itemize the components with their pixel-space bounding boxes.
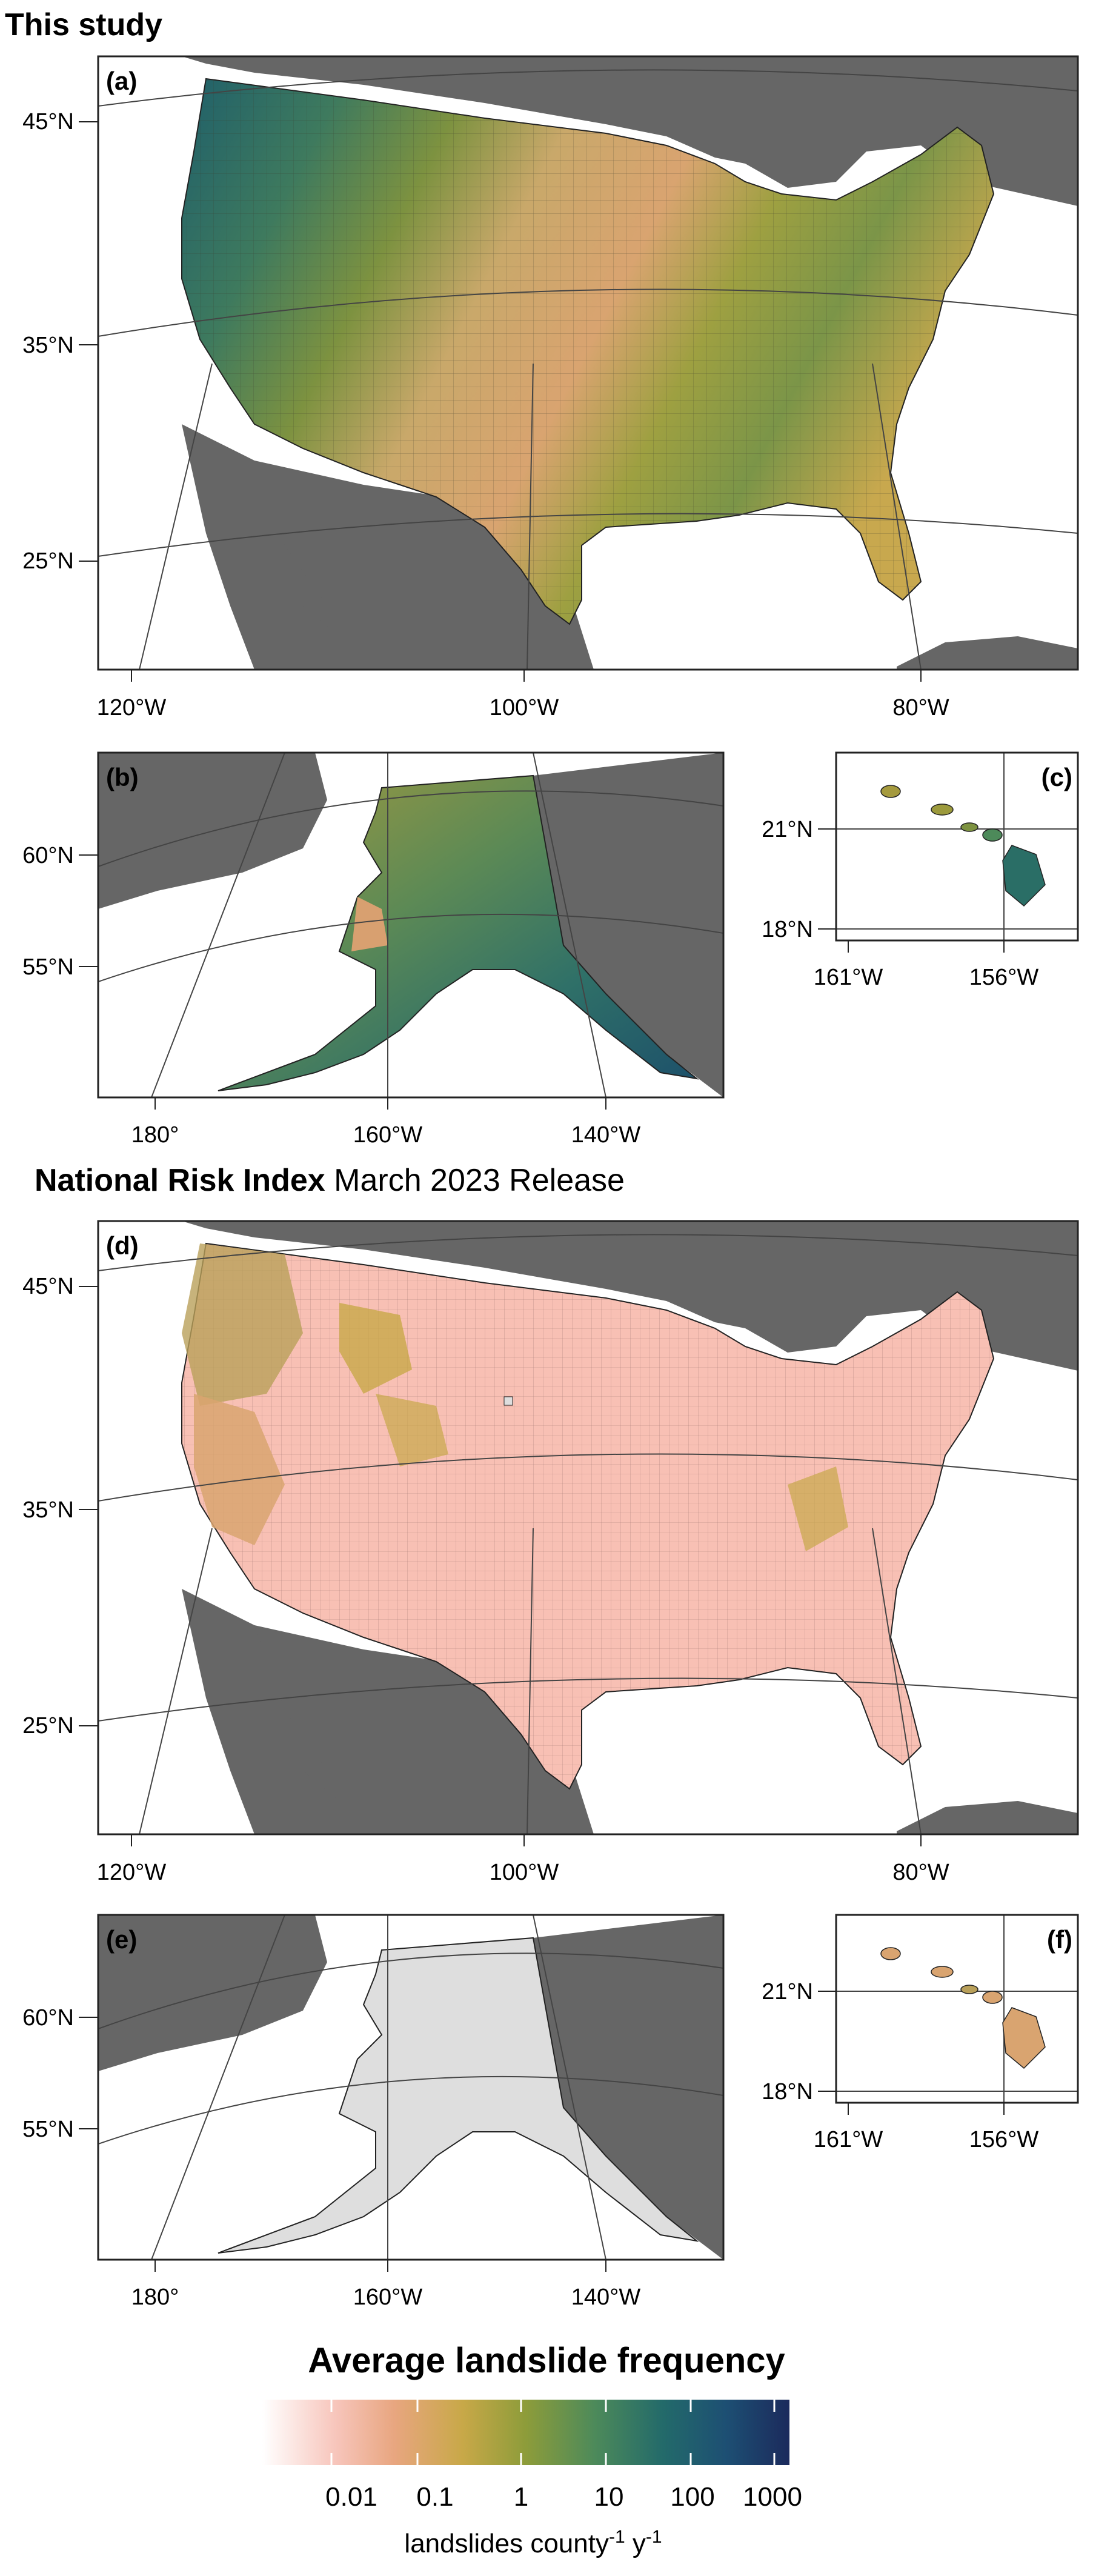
panel-b-lon-tick: 180° [131,1122,179,1148]
canada-landmass [98,1221,1078,1371]
panel-c-lon-tick: 156°W [969,965,1039,990]
panel-b-map: (b) [97,751,725,1099]
panel-a-lon-tick: 120°W [97,695,167,721]
panel-d-label: (d) [106,1231,139,1260]
unit-superscript: -1 [646,2527,662,2547]
panel-b-lon-tick: 160°W [353,1122,423,1148]
mexico-landmass [182,1589,594,1834]
panel-e-lat-tick: 60°N [22,2005,74,2031]
mexico-landmass [182,424,594,670]
legend-tick: 0.1 [416,2482,453,2512]
panel-f-lon-axis: 161°W 156°W [814,2103,1039,2152]
panel-b-lat-axis: 60°N 55°N [22,843,98,980]
panel-a-label: (a) [106,67,137,95]
panel-a-frame [97,55,1079,671]
legend-tick: 10 [594,2482,624,2512]
panel-e-lat-axis: 60°N 55°N [22,2005,98,2142]
panel-e-label: (e) [106,1925,137,1954]
panel-d-lon-tick: 100°W [490,1860,559,1885]
panel-e-lat-tick: 55°N [22,2117,74,2142]
panel-f-label: (f) [1047,1925,1072,1954]
panel-c-lon-tick: 161°W [814,965,883,990]
panel-b-lon-axis: 180° 160°W 140°W [131,1097,641,1148]
panel-c-map: (c) [835,751,1079,942]
panel-e-frame [97,1914,725,2261]
legend-tick: 0.01 [325,2482,377,2512]
panel-d-lon-axis: 120°W 100°W 80°W [97,1834,949,1885]
conus-county-lines [182,79,994,624]
panel-f-lon-tick: 156°W [969,2127,1039,2152]
legend-tick-marks [330,2400,776,2465]
panel-d-lat-axis: 45°N 35°N 25°N [22,1274,98,1739]
section-title-nri-rest: March 2023 Release [325,1163,625,1198]
unit-superscript: -1 [609,2527,625,2547]
panel-a-lat-axis: 45°N 35°N 25°N [22,109,98,574]
legend-tick: 1 [514,2482,528,2512]
panel-d-lat-tick: 45°N [22,1274,74,1299]
panel-a-lat-tick: 35°N [22,333,74,358]
panel-d-map: (d) [97,1220,1079,1835]
panel-a-lon-tick: 100°W [490,695,559,721]
panel-c-label: (c) [1042,763,1072,791]
unit-part: landslides county [404,2529,609,2558]
panel-c-lat-tick: 18°N [762,917,813,942]
panel-a-map: (a) [97,55,1079,671]
canada-landmass [98,56,1078,206]
panel-e-lon-axis: 180° 160°W 140°W [131,2260,641,2310]
section-title-nri: National Risk Index March 2023 Release [35,1163,625,1198]
panel-f-lat-tick: 18°N [762,2079,813,2105]
section-title-nri-bold: National Risk Index [35,1163,325,1198]
panel-b-lon-tick: 140°W [571,1122,641,1148]
legend-tick: 1000 [743,2482,802,2512]
panel-c-lat-axis: 21°N 18°N [762,817,836,942]
panel-f-map: (f) [835,1914,1079,2104]
legend-unit-label: landslides county-1 y-1 [404,2527,662,2558]
panel-b-frame [97,751,725,1099]
panel-e-lon-tick: 180° [131,2285,179,2310]
panel-f-frame [835,1914,1079,2104]
panel-d-lat-tick: 35°N [22,1497,74,1523]
alaska-nri-missing [218,1937,699,2254]
panel-d-lon-tick: 120°W [97,1860,167,1885]
cuba-landmass [897,636,1078,670]
alaska-choropleth [218,774,699,1091]
legend: Average landslide frequency 0.01 0.1 1 1… [262,2341,802,2558]
panel-b-lat-tick: 60°N [22,843,74,868]
canada-landmass [533,1915,723,2260]
canada-landmass [533,753,723,1097]
panel-f-lat-axis: 21°N 18°N [762,1979,836,2105]
panel-b-lat-tick: 55°N [22,954,74,980]
panel-d-frame [97,1220,1079,1835]
panel-b-label: (b) [106,763,139,791]
legend-tick-labels: 0.01 0.1 1 10 100 1000 [325,2482,802,2512]
unit-part: y [625,2529,646,2558]
panel-e-lon-tick: 160°W [353,2285,423,2310]
panel-f-lat-tick: 21°N [762,1979,813,2005]
panel-a-lat-tick: 45°N [22,109,74,135]
panel-e-map: (e) [97,1914,725,2261]
legend-title: Average landslide frequency [308,2341,785,2380]
panel-c-frame [835,751,1079,942]
panel-f-lon-tick: 161°W [814,2127,883,2152]
panel-c-lat-tick: 21°N [762,817,813,842]
section-title-this-study: This study [5,7,162,42]
panel-a-lon-axis: 120°W 100°W 80°W [97,670,949,721]
panel-a-lat-tick: 25°N [22,548,74,574]
panel-c-lon-axis: 161°W 156°W [814,940,1039,990]
panel-e-lon-tick: 140°W [571,2285,641,2310]
panel-a-lon-tick: 80°W [892,695,949,721]
panel-d-lat-tick: 25°N [22,1713,74,1739]
cuba-landmass [897,1801,1078,1834]
legend-color-bar [262,2400,789,2465]
panel-d-lon-tick: 80°W [892,1860,949,1885]
legend-tick: 100 [670,2482,714,2512]
